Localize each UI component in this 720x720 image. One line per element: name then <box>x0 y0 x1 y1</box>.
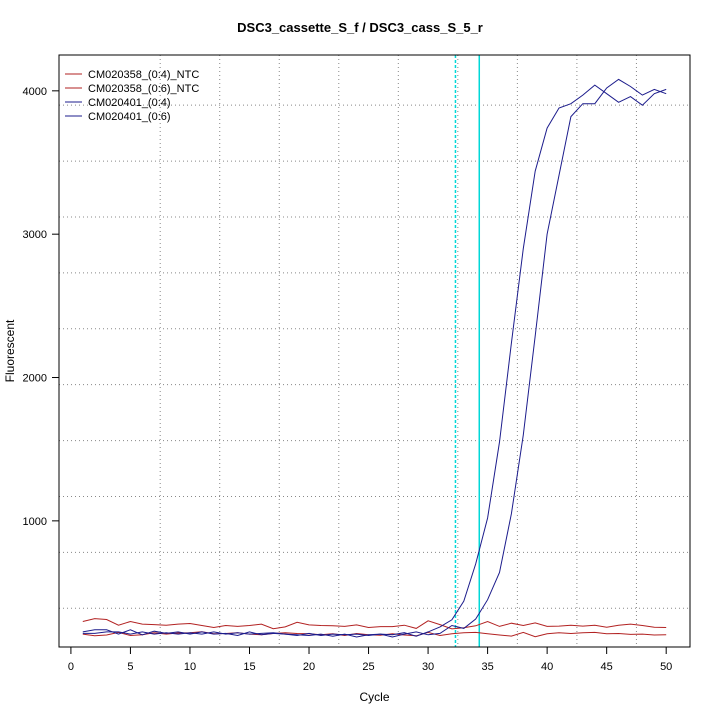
x-tick-label: 50 <box>660 661 672 673</box>
legend-label: CM020358_(0:4)_NTC <box>88 69 199 81</box>
grid-lines <box>59 55 690 647</box>
series-line-4 <box>82 78 667 638</box>
y-tick-label: 2000 <box>23 373 47 385</box>
x-tick-label: 15 <box>243 661 255 673</box>
y-axis-label: Fluorescent <box>3 319 17 382</box>
x-axis-label: Cycle <box>359 690 389 704</box>
chart-title: DSC3_cassette_S_f / DSC3_cass_S_5_r <box>237 20 483 35</box>
y-tick-label: 4000 <box>23 86 47 98</box>
series-line-3 <box>82 84 667 638</box>
legend: CM020358_(0:4)_NTC CM020358_(0:6)_NTC CM02… <box>65 69 199 123</box>
plot-frame <box>58 54 691 648</box>
x-tick-label: 35 <box>481 661 493 673</box>
series-line-1 <box>82 618 667 630</box>
x-tick-label: 45 <box>601 661 613 673</box>
legend-label: CM020401_(0:4) <box>88 97 171 109</box>
y-axis: 1000 2000 3000 4000 <box>23 86 60 528</box>
legend-label: CM020401_(0:6) <box>88 111 171 123</box>
x-tick-label: 0 <box>68 661 74 673</box>
series-lines <box>82 78 667 638</box>
x-axis: 0 5 10 15 20 25 30 35 40 45 50 <box>68 646 672 673</box>
x-tick-label: 25 <box>362 661 374 673</box>
legend-label: CM020358_(0:6)_NTC <box>88 83 199 95</box>
x-tick-label: 5 <box>127 661 133 673</box>
x-tick-label: 20 <box>303 661 315 673</box>
threshold-lines <box>454 55 481 647</box>
x-tick-label: 10 <box>184 661 196 673</box>
x-tick-label: 40 <box>541 661 553 673</box>
x-tick-label: 30 <box>422 661 434 673</box>
y-tick-label: 1000 <box>23 516 47 528</box>
y-tick-label: 3000 <box>23 229 47 241</box>
